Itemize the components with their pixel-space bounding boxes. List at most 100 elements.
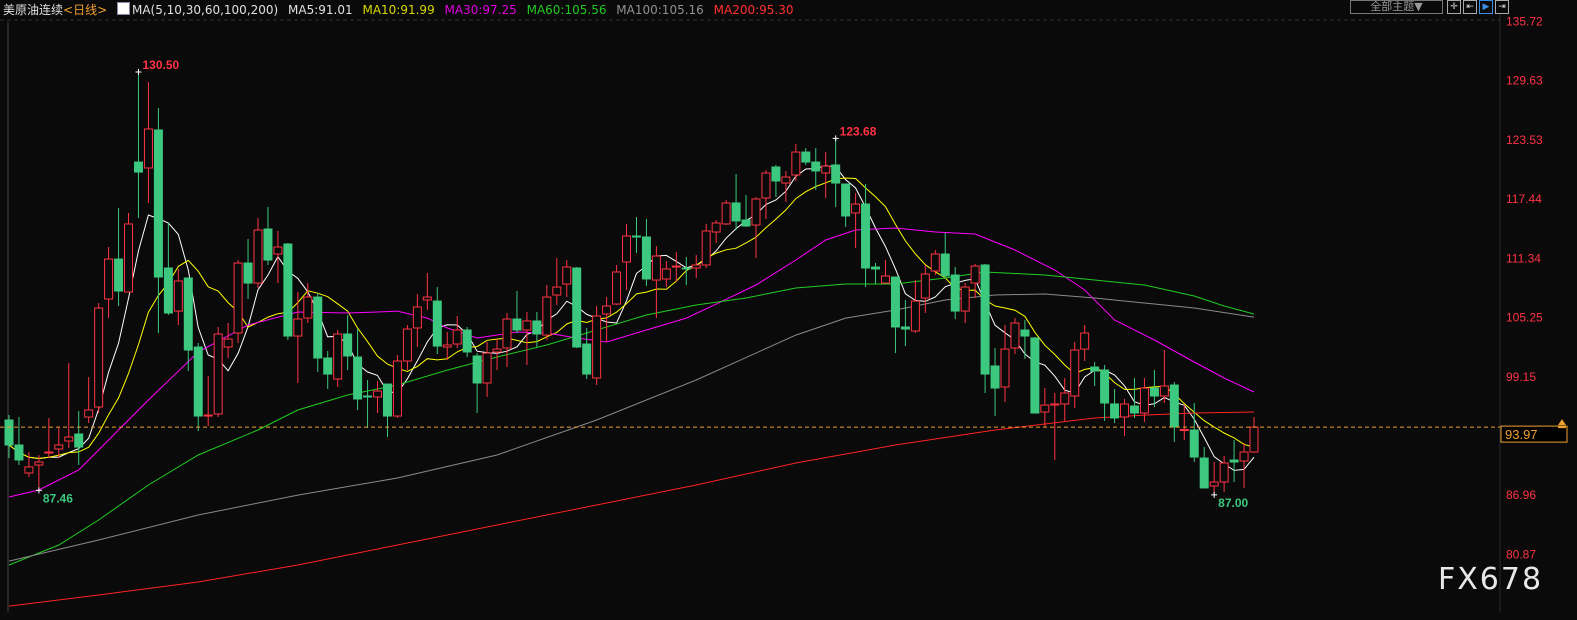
candle xyxy=(353,329,363,411)
candle-body xyxy=(133,161,143,173)
candle xyxy=(1030,337,1040,414)
ma60-line xyxy=(8,271,1255,566)
candle xyxy=(313,292,323,372)
moving-average-lines xyxy=(8,165,1255,607)
candle-body xyxy=(1199,457,1209,489)
candle-body xyxy=(1229,459,1239,463)
candle xyxy=(542,285,552,341)
low-price-label: 87.00 xyxy=(1218,496,1248,510)
candle-body xyxy=(203,414,213,417)
candle-body xyxy=(173,280,183,312)
candle-body xyxy=(900,326,910,330)
candle-body xyxy=(213,333,223,415)
candle xyxy=(203,375,213,427)
candle xyxy=(671,252,681,282)
candle xyxy=(522,312,532,365)
candle-body xyxy=(223,338,233,348)
extreme-annotations: 130.50 87.46 123.68 87.00 xyxy=(35,58,1249,510)
candle xyxy=(831,138,841,208)
candle xyxy=(124,212,134,293)
candle xyxy=(153,108,163,334)
candle-body xyxy=(333,333,343,380)
candle-body xyxy=(781,176,791,184)
extreme-marker-icon xyxy=(135,69,142,76)
candle xyxy=(871,263,881,285)
candle-body xyxy=(1129,405,1139,414)
candle xyxy=(651,246,661,319)
candle xyxy=(94,302,104,414)
candle xyxy=(741,194,751,227)
candle xyxy=(900,299,910,347)
crosshair-icon[interactable]: ✛ xyxy=(1447,0,1461,14)
candle xyxy=(1169,382,1179,442)
candle-body xyxy=(562,266,572,285)
candle xyxy=(1020,319,1030,359)
candle xyxy=(213,326,223,418)
theme-dropdown[interactable]: 全部主题▼ xyxy=(1350,0,1443,14)
candle xyxy=(771,164,781,198)
period-label[interactable]: <日线> xyxy=(63,3,108,17)
candle xyxy=(1060,378,1070,421)
candle-body xyxy=(950,274,960,312)
candle-body xyxy=(104,258,114,300)
play-icon[interactable]: ▶ xyxy=(1479,0,1493,14)
indicator-icon[interactable] xyxy=(116,2,130,15)
candle-body xyxy=(502,318,512,349)
candle xyxy=(701,223,711,268)
candle-body xyxy=(920,273,930,299)
candle xyxy=(392,354,402,418)
ma5-line xyxy=(8,165,1255,471)
candle-body xyxy=(84,409,94,418)
extreme-marker-icon xyxy=(832,135,839,142)
candle-body xyxy=(1149,387,1159,397)
last-price-box: 93.97 xyxy=(1500,425,1568,443)
candle xyxy=(582,327,592,379)
candle-body xyxy=(432,300,442,347)
candle-body xyxy=(1139,387,1149,414)
price-tick-label: 99.15 xyxy=(1506,370,1536,384)
candle xyxy=(721,200,731,226)
candle xyxy=(173,268,183,326)
high-price-label: 130.50 xyxy=(142,58,179,72)
candle xyxy=(64,363,74,449)
candle xyxy=(283,243,293,341)
candle-body xyxy=(910,300,920,332)
candle xyxy=(811,148,821,191)
candle-body xyxy=(572,267,582,348)
candle-body xyxy=(462,329,472,353)
candle-body xyxy=(801,151,811,163)
candle-body xyxy=(283,243,293,337)
price-axis-ticks: 135.72 129.63 123.53 117.44 111.34 105.25 99.1… xyxy=(1506,14,1543,561)
candle-body xyxy=(890,276,900,328)
candle xyxy=(84,377,94,424)
candle-body xyxy=(1110,403,1120,419)
candle-body xyxy=(442,344,452,348)
indicator-params[interactable]: MA(5,10,30,60,100,200) xyxy=(131,3,279,17)
extreme-marker-icon xyxy=(1211,491,1218,498)
candle-body xyxy=(1000,348,1010,388)
move-right-icon[interactable]: ⇥ xyxy=(1495,0,1509,14)
candle-body xyxy=(761,172,771,199)
candle-body xyxy=(343,333,353,357)
candle xyxy=(1239,443,1249,488)
candle xyxy=(402,325,412,371)
ma30-value: MA30:97.25 xyxy=(444,3,517,17)
candle xyxy=(930,250,940,275)
candle xyxy=(273,230,283,284)
candle xyxy=(851,193,861,249)
ma200-line xyxy=(8,411,1255,607)
candle-body xyxy=(163,267,173,314)
ma100-line xyxy=(8,293,1255,562)
price-up-arrow-icon xyxy=(1558,419,1566,429)
candle-body xyxy=(831,164,841,184)
candle xyxy=(970,264,980,299)
candle-body xyxy=(4,419,14,446)
candle xyxy=(980,264,990,393)
price-tick-label: 105.25 xyxy=(1506,310,1543,324)
candle-body xyxy=(841,183,851,217)
candle xyxy=(333,330,343,387)
range-icon[interactable]: ⇤ xyxy=(1463,0,1477,14)
candle-body xyxy=(1050,403,1060,406)
candle-body xyxy=(711,222,721,233)
